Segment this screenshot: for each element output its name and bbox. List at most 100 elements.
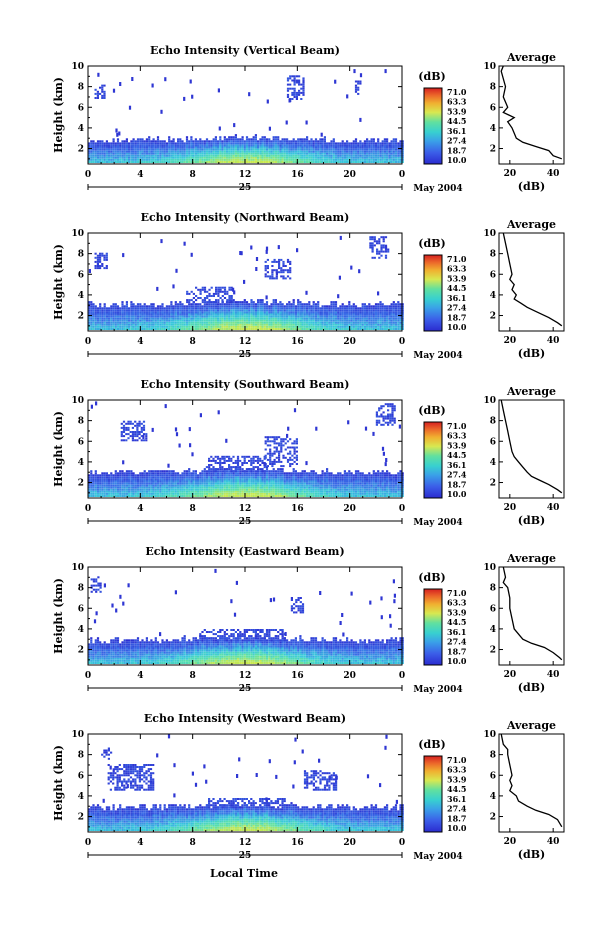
heatmap-cell (343, 161, 346, 163)
heatmap-cell (283, 138, 286, 141)
heatmap-cell (339, 161, 342, 163)
heatmap-cell (90, 146, 93, 149)
heatmap-cell (323, 319, 326, 322)
heatmap-cell (290, 321, 293, 324)
heatmap-cell (281, 154, 284, 157)
heatmap-cell (401, 328, 404, 330)
heatmap-cell (183, 150, 186, 153)
heatmap-cell (156, 476, 160, 479)
heatmap-cell (121, 311, 124, 314)
heatmap-cell (248, 311, 251, 314)
heatmap-cell (301, 321, 304, 324)
heatmap-cell (154, 152, 157, 155)
heatmap-cell (232, 317, 235, 320)
heatmap-cell (159, 154, 162, 157)
heatmap-cell (183, 309, 186, 312)
heatmap-cell (277, 309, 280, 312)
heatmap-cell (281, 138, 284, 141)
heatmap-cell (94, 472, 97, 475)
heatmap-cell (282, 275, 285, 278)
heatmap-cell (328, 319, 331, 322)
heatmap-cell (112, 140, 115, 143)
heatmap-cell (221, 317, 224, 320)
heatmap-cell (141, 480, 144, 483)
heatmap-cell (103, 321, 106, 324)
heatmap-cell (203, 144, 206, 147)
heatmap-cell (132, 490, 135, 493)
profile-y-tick-label: 4 (490, 291, 496, 301)
heatmap-cell (99, 486, 102, 489)
heatmap-cell (265, 146, 269, 149)
heatmap-cell (217, 295, 220, 297)
heatmap-cell (123, 142, 126, 145)
heatmap-cell (378, 250, 381, 253)
heatmap-cell (317, 158, 320, 161)
heatmap-cell (163, 161, 166, 163)
heatmap-cell (319, 158, 322, 161)
heatmap-cell (143, 311, 146, 314)
heatmap-cell (225, 490, 229, 493)
x-tick-label: 4 (137, 170, 143, 180)
heatmap-cell (172, 311, 175, 314)
heatmap-cell (130, 158, 133, 161)
heatmap-cell (388, 307, 391, 310)
heatmap-cell (237, 468, 240, 471)
heatmap-cell (265, 249, 268, 254)
heatmap-cell (379, 156, 382, 159)
heatmap-cell (225, 478, 229, 481)
heatmap-cell (148, 480, 151, 483)
heatmap-cell (221, 150, 224, 153)
heatmap-cell (282, 263, 285, 265)
heatmap-cell (221, 323, 224, 326)
heatmap-cell (297, 311, 300, 314)
heatmap-cell (123, 158, 126, 161)
heatmap-cell (165, 158, 168, 161)
heatmap-cell (397, 307, 400, 310)
heatmap-cell (114, 328, 117, 330)
heatmap-cell (239, 317, 242, 320)
heatmap-cell (156, 474, 160, 477)
heatmap-cell (401, 150, 404, 153)
heatmap-cell (341, 305, 344, 308)
heatmap-cell (179, 311, 182, 314)
heatmap-cell (110, 476, 113, 479)
heatmap-cell (386, 142, 389, 145)
heatmap-cell (257, 146, 260, 149)
heatmap-cell (239, 480, 242, 483)
heatmap-cell (346, 325, 349, 328)
heatmap-cell (114, 480, 117, 483)
heatmap-cell (401, 148, 404, 151)
heatmap-cell (234, 321, 237, 324)
heatmap-cell (259, 325, 262, 328)
heatmap-cell (177, 152, 180, 155)
heatmap-cell (291, 93, 294, 96)
heatmap-cell (330, 325, 333, 328)
heatmap-cell (308, 305, 311, 308)
heatmap-cell (265, 140, 269, 143)
heatmap-cell (163, 492, 166, 495)
heatmap-cell (277, 315, 280, 318)
heatmap-cell (212, 495, 215, 497)
heatmap-cell (257, 321, 260, 324)
heatmap-cell (205, 150, 209, 153)
heatmap-cell (286, 275, 290, 278)
heatmap-cell (257, 311, 260, 314)
heatmap-cell (228, 319, 231, 322)
heatmap-cell (339, 317, 342, 320)
heatmap-cell (308, 158, 311, 161)
heatmap-cell (114, 303, 117, 306)
heatmap-cell (185, 478, 189, 481)
heatmap-cell (248, 325, 251, 328)
heatmap-cell (139, 474, 142, 477)
heatmap-cell (350, 150, 353, 153)
heatmap-cell (88, 317, 91, 320)
heatmap-cell (96, 486, 100, 489)
heatmap-cell (312, 311, 315, 314)
heatmap-cell (382, 246, 385, 249)
heatmap-cell (368, 152, 371, 155)
heatmap-cell (250, 152, 253, 155)
heatmap-cell (359, 315, 362, 318)
month-label: May 2004 (413, 184, 462, 194)
heatmap-cell (210, 482, 213, 485)
heatmap-cell (297, 319, 300, 322)
